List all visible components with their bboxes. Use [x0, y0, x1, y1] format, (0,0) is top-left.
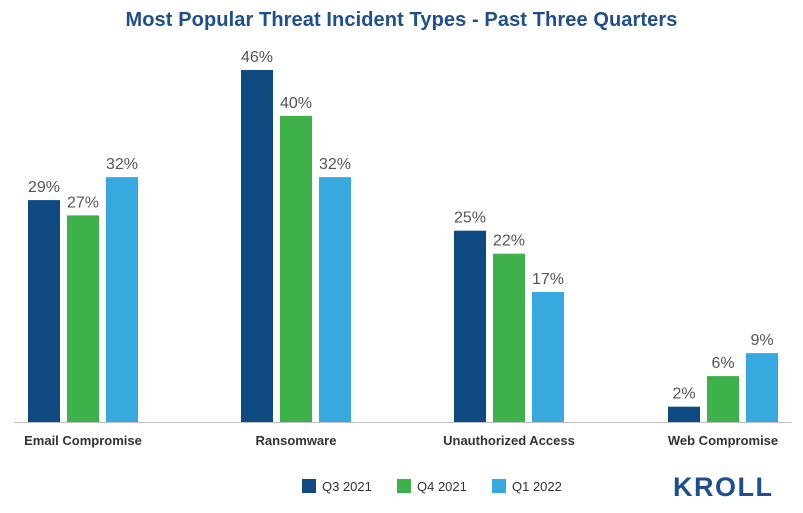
- bar: [493, 253, 525, 422]
- bar: [241, 70, 273, 422]
- data-label: 29%: [28, 179, 60, 196]
- data-label: 40%: [280, 95, 312, 112]
- bar: [280, 115, 312, 423]
- category-label: Unauthorized Access: [443, 433, 575, 448]
- data-label: 9%: [750, 332, 773, 349]
- chart-title: Most Popular Threat Incident Types - Pas…: [125, 9, 678, 31]
- data-label: 46%: [241, 49, 273, 66]
- legend-label: Q3 2021: [322, 479, 372, 494]
- data-label: 25%: [454, 210, 486, 227]
- bar: [106, 177, 138, 422]
- data-label: 6%: [711, 355, 734, 372]
- data-label: 27%: [67, 194, 99, 211]
- data-label: 32%: [319, 156, 351, 173]
- legend-label: Q1 2022: [512, 479, 562, 494]
- bar: [532, 291, 564, 422]
- bar: [67, 215, 99, 422]
- category-label: Email Compromise: [24, 433, 142, 448]
- bar: [746, 353, 778, 422]
- data-label: 2%: [672, 386, 695, 403]
- category-label: Ransomware: [256, 433, 337, 448]
- data-label: 32%: [106, 156, 138, 173]
- bar: [707, 376, 739, 422]
- kroll-logo: KROLL: [673, 472, 774, 502]
- legend-swatch: [492, 479, 506, 493]
- category-label: Web Compromise: [668, 433, 778, 448]
- bar: [319, 177, 351, 422]
- bar: [668, 406, 700, 422]
- data-label: 17%: [532, 271, 564, 288]
- bar: [28, 200, 60, 422]
- bar: [454, 230, 486, 422]
- legend-swatch: [397, 479, 411, 493]
- legend-label: Q4 2021: [417, 479, 467, 494]
- data-label: 22%: [493, 233, 525, 250]
- legend-swatch: [302, 479, 316, 493]
